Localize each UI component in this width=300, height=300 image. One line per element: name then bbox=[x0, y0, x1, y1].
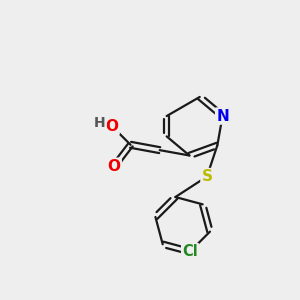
Text: S: S bbox=[201, 169, 212, 184]
Text: H: H bbox=[94, 116, 106, 130]
Text: Cl: Cl bbox=[182, 244, 198, 259]
Text: N: N bbox=[216, 109, 229, 124]
Text: O: O bbox=[106, 119, 118, 134]
Text: O: O bbox=[108, 159, 121, 174]
